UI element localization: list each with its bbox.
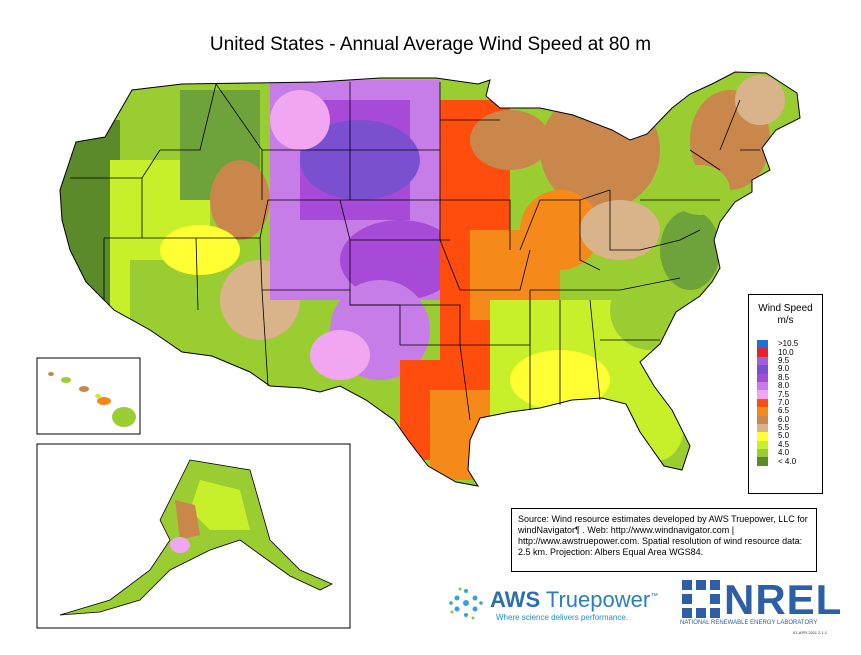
legend-rows: >10.5 10.0 9.5 9.0 8.5 8.0 7.5 7.0 6.5 6.0 5.5 5.0 4… xyxy=(757,340,798,466)
legend-label: 4.0 xyxy=(778,448,790,458)
legend-row: 9.5 xyxy=(757,355,798,366)
legend-row: 4.5 xyxy=(757,439,798,450)
aws-name: Truepower xyxy=(545,587,651,612)
legend-label: 7.5 xyxy=(778,389,790,399)
nrel-logo: NREL NATIONAL RENEWABLE ENERGY LABORATOR… xyxy=(680,578,841,630)
state-borders xyxy=(70,82,760,421)
legend-swatch xyxy=(757,449,768,458)
legend: Wind Speed m/s >10.5 10.0 9.5 9.0 8.5 8.0 7.5 7… xyxy=(748,294,823,494)
legend-row: < 4.0 xyxy=(757,456,798,466)
legend-unit: m/s xyxy=(777,315,794,326)
legend-row: 7.0 xyxy=(757,397,798,408)
nrel-subtitle: NATIONAL RENEWABLE ENERGY LABORATORY xyxy=(680,620,818,626)
legend-swatch xyxy=(757,415,768,424)
legend-swatch xyxy=(757,390,768,399)
legend-label: >10.5 xyxy=(778,339,799,349)
legend-swatch xyxy=(757,398,768,408)
wind-speed-raster xyxy=(60,72,800,486)
legend-swatch xyxy=(757,407,768,416)
legend-swatch xyxy=(757,457,768,466)
source-note: Source: Wind resource estimates develope… xyxy=(511,508,817,572)
legend-row: 10.0 xyxy=(757,347,798,357)
legend-swatch xyxy=(757,432,768,441)
alaska-landmass xyxy=(59,459,333,616)
us-outline xyxy=(59,71,801,487)
legend-row: 5.5 xyxy=(757,423,798,433)
aws-dots-icon xyxy=(449,587,483,620)
legend-label: 7.0 xyxy=(778,397,790,407)
legend-swatch xyxy=(757,348,768,357)
nrel-name: NREL xyxy=(724,576,843,623)
legend-label: 6.0 xyxy=(778,414,790,424)
legend-label: 5.5 xyxy=(778,423,790,433)
legend-label: 9.0 xyxy=(778,364,790,374)
legend-row: 7.5 xyxy=(757,389,798,399)
legend-label: 6.5 xyxy=(778,406,790,416)
aws-name-bold: AWS xyxy=(490,587,541,612)
legend-swatch xyxy=(757,340,768,349)
legend-row: 4.0 xyxy=(757,448,798,458)
legend-row: 5.0 xyxy=(757,431,798,441)
legend-label: 8.5 xyxy=(778,372,790,382)
legend-label: 4.5 xyxy=(778,439,790,449)
legend-swatch xyxy=(757,440,768,450)
legend-row: 6.0 xyxy=(757,414,798,424)
legend-swatch xyxy=(757,423,768,433)
aws-tagline: Where science delivers performance. xyxy=(496,613,629,622)
aws-trademark: ™ xyxy=(650,591,659,601)
aws-truepower-logo: AWS Truepower™ Where science delivers pe… xyxy=(446,583,661,623)
legend-row: 8.5 xyxy=(757,372,798,382)
legend-swatch xyxy=(757,365,768,374)
legend-swatch xyxy=(757,373,768,382)
map-footnote: 01-APR-2011 2.1.1 xyxy=(793,630,827,635)
legend-row: 6.5 xyxy=(757,406,798,416)
legend-label: 8.0 xyxy=(778,381,790,391)
legend-label: 5.0 xyxy=(778,431,790,441)
legend-swatch xyxy=(757,381,768,391)
legend-row: 8.0 xyxy=(757,381,798,391)
legend-swatch xyxy=(757,356,768,366)
legend-label: 9.5 xyxy=(778,355,790,365)
legend-label: 10.0 xyxy=(778,347,794,357)
legend-label: < 4.0 xyxy=(778,456,797,466)
legend-row: >10.5 xyxy=(757,339,799,349)
hawaii-islands xyxy=(48,372,136,427)
nrel-emblem-icon xyxy=(682,580,720,618)
map-title: United States - Annual Average Wind Spee… xyxy=(209,34,652,55)
legend-row: 9.0 xyxy=(757,364,798,374)
legend-title: Wind Speed xyxy=(758,303,813,314)
